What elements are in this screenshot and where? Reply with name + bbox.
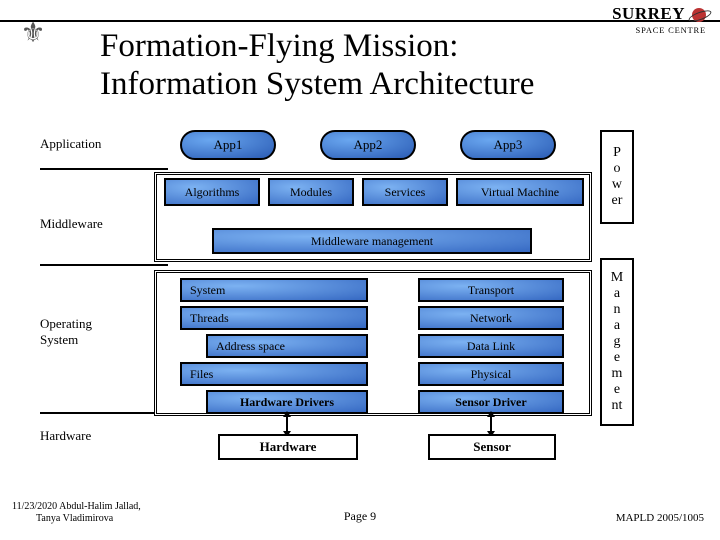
management-text: Management [611,270,623,415]
separator-line [40,264,168,266]
power-text: Power [612,145,623,209]
footer-conference: MAPLD 2005/1005 [616,512,704,524]
box-algorithms: Algorithms [164,178,260,206]
brand-subtitle: SPACE CENTRE [636,25,706,35]
box-power: Power [600,130,634,224]
box-physical: Physical [418,362,564,386]
box-app1: App1 [180,130,276,160]
box-transport: Transport [418,278,564,302]
box-hardware: Hardware [218,434,358,460]
box-datalink: Data Link [418,334,564,358]
page-title: Formation-Flying Mission: Information Sy… [100,28,534,104]
planet-icon [692,8,706,22]
box-mw-management: Middleware management [212,228,532,254]
connector-hw [286,416,288,432]
footer-page: Page 9 [0,509,720,524]
box-network: Network [418,306,564,330]
brand-logo: SURREY SPACE CENTRE [612,6,706,37]
box-virtual-machine: Virtual Machine [456,178,584,206]
box-sensor: Sensor [428,434,556,460]
box-app2: App2 [320,130,416,160]
brand-name: SURREY [612,4,685,23]
box-management: Management [600,258,634,426]
box-address-space: Address space [206,334,368,358]
box-system: System [180,278,368,302]
box-app3: App3 [460,130,556,160]
box-modules: Modules [268,178,354,206]
title-line-1: Formation-Flying Mission: [100,28,458,64]
layer-label-hardware: Hardware [40,428,91,444]
box-threads: Threads [180,306,368,330]
crest-icon: ⚜ [6,8,60,58]
layer-label-application: Application [40,136,101,152]
separator-line [40,412,168,414]
separator-line [40,168,168,170]
box-services: Services [362,178,448,206]
box-files: Files [180,362,368,386]
connector-sensor [490,416,492,432]
title-line-2: Information System Architecture [100,66,534,102]
architecture-diagram: Application Middleware Operating System … [40,130,690,500]
layer-label-os: Operating System [40,316,92,348]
layer-label-middleware: Middleware [40,216,103,232]
